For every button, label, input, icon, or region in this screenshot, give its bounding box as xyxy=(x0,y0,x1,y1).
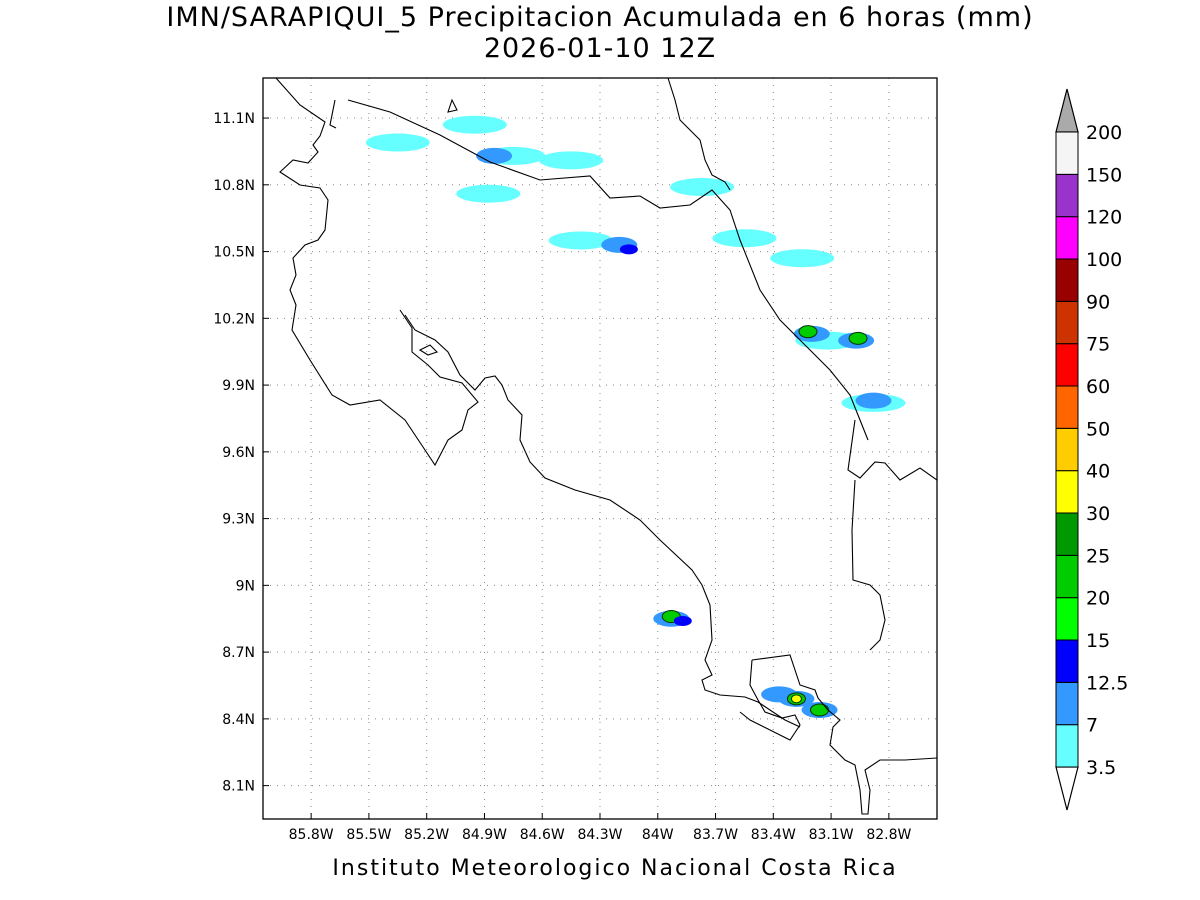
lon-tick-label: 85.5W xyxy=(346,827,391,843)
precip-cell xyxy=(712,229,777,248)
lat-tick-label: 9N xyxy=(236,578,255,594)
precip-cell xyxy=(539,151,604,170)
pacific-coast-line xyxy=(275,78,479,467)
credit-text: Instituto Meteorologico Nacional Costa R… xyxy=(332,856,898,881)
colorbar-top-label: 200 xyxy=(1086,122,1122,144)
colorbar-swatch xyxy=(1055,131,1079,175)
colorbar-swatch xyxy=(1055,216,1079,260)
precip-cell xyxy=(770,249,835,268)
osa-inner xyxy=(739,659,801,741)
colorbar-label: 7 xyxy=(1086,715,1098,737)
san-juan-river xyxy=(667,78,731,191)
colorbar-label: 50 xyxy=(1086,418,1110,440)
precip-cell xyxy=(810,703,830,717)
colorbar-label: 150 xyxy=(1086,164,1122,186)
precip-cell xyxy=(619,244,638,255)
lon-tick-label: 84.9W xyxy=(462,827,507,843)
precip-cell xyxy=(456,184,521,203)
precip-cell xyxy=(548,231,613,250)
colorbar-swatch xyxy=(1055,597,1079,641)
colorbar-label: 60 xyxy=(1086,376,1110,398)
chira-island xyxy=(418,344,439,356)
lat-tick-label: 8.1N xyxy=(222,779,255,795)
coastline xyxy=(275,78,937,815)
precip-cell xyxy=(476,147,513,164)
colorbar-swatch xyxy=(1055,173,1079,218)
lon-tick-label: 83.4W xyxy=(751,827,796,843)
colorbar-swatch xyxy=(1055,300,1079,345)
lat-tick-label: 10.5N xyxy=(213,245,255,261)
precip-cell xyxy=(855,392,892,409)
colorbar-swatch xyxy=(1055,385,1079,429)
lat-tick-label: 10.8N xyxy=(213,178,255,194)
colorbar-label: 40 xyxy=(1086,461,1110,483)
map-title: IMN/SARAPIQUI_5 Precipitacion Acumulada … xyxy=(166,2,1034,33)
ometepe-island xyxy=(447,98,458,113)
latitude-axis: 11.1N 10.8N 10.5N 10.2N 9.9N 9.6N 9.3N 9N 8.7N 8.… xyxy=(213,111,269,795)
colorbar-swatch xyxy=(1055,258,1079,302)
osa-peninsula xyxy=(751,654,937,815)
lon-tick-label: 83.1W xyxy=(809,827,854,843)
lat-tick-label: 10.2N xyxy=(213,311,255,327)
colorbar-swatch xyxy=(1055,681,1079,726)
colorbar-label: 3.5 xyxy=(1086,757,1116,779)
precip-cell xyxy=(670,178,735,197)
precip-cell xyxy=(798,325,818,339)
colorbar-label: 100 xyxy=(1086,249,1122,271)
lat-tick-label: 9.9N xyxy=(222,378,255,394)
longitude-axis: 85.8W 85.5W 85.2W 84.9W 84.6W 84.3W 84W 83.7W 83… xyxy=(289,813,912,843)
colorbar-label: 90 xyxy=(1086,291,1110,313)
colorbar-label: 30 xyxy=(1086,503,1110,525)
colorbar-swatch xyxy=(1055,512,1079,556)
lat-lon-grid xyxy=(263,78,937,819)
colorbar-label: 12.5 xyxy=(1086,672,1128,694)
colorbar-label: 75 xyxy=(1086,334,1110,356)
lon-tick-label: 82.8W xyxy=(866,827,911,843)
lat-tick-label: 11.1N xyxy=(213,111,255,127)
colorbar-label: 20 xyxy=(1086,588,1110,610)
colorbar-label: 120 xyxy=(1086,207,1122,229)
lon-tick-label: 84.3W xyxy=(577,827,622,843)
precipitation-field xyxy=(365,115,906,718)
precip-cell xyxy=(365,133,430,152)
precip-cell xyxy=(790,694,802,704)
panama-border xyxy=(847,419,937,481)
lon-tick-label: 84W xyxy=(642,827,674,843)
colorbar-under-arrow xyxy=(1055,766,1079,811)
lat-tick-label: 8.4N xyxy=(222,712,255,728)
nicoya-gulf-coast xyxy=(404,314,801,728)
lon-tick-label: 84.6W xyxy=(520,827,565,843)
lat-tick-label: 9.3N xyxy=(222,512,255,528)
colorbar-legend: 3.5 7 12.5 15 20 25 30 40 50 60 75 90 100 120 150 200 xyxy=(1055,88,1128,811)
colorbar-swatch xyxy=(1055,724,1079,768)
precip-cell xyxy=(848,331,868,345)
precip-cell xyxy=(442,115,507,134)
colorbar-swatch xyxy=(1055,639,1079,683)
lon-tick-label: 83.7W xyxy=(693,827,738,843)
colorbar-over-arrow xyxy=(1055,88,1079,133)
colorbar-swatch xyxy=(1055,554,1079,599)
lat-tick-label: 9.6N xyxy=(222,445,255,461)
colorbar-swatch xyxy=(1055,343,1079,387)
colorbar-swatch xyxy=(1055,427,1079,472)
colorbar-swatch xyxy=(1055,470,1079,514)
colorbar-label: 25 xyxy=(1086,545,1110,567)
colorbar-label: 15 xyxy=(1086,630,1110,652)
lon-tick-label: 85.8W xyxy=(289,827,334,843)
caribbean-coast xyxy=(347,99,869,441)
lon-tick-label: 85.2W xyxy=(404,827,449,843)
lat-tick-label: 8.7N xyxy=(222,645,255,661)
precip-cell xyxy=(673,615,692,626)
nicaragua-coast xyxy=(329,99,337,129)
panama-inland xyxy=(851,479,886,651)
map-datetime: 2026-01-10 12Z xyxy=(483,33,717,64)
